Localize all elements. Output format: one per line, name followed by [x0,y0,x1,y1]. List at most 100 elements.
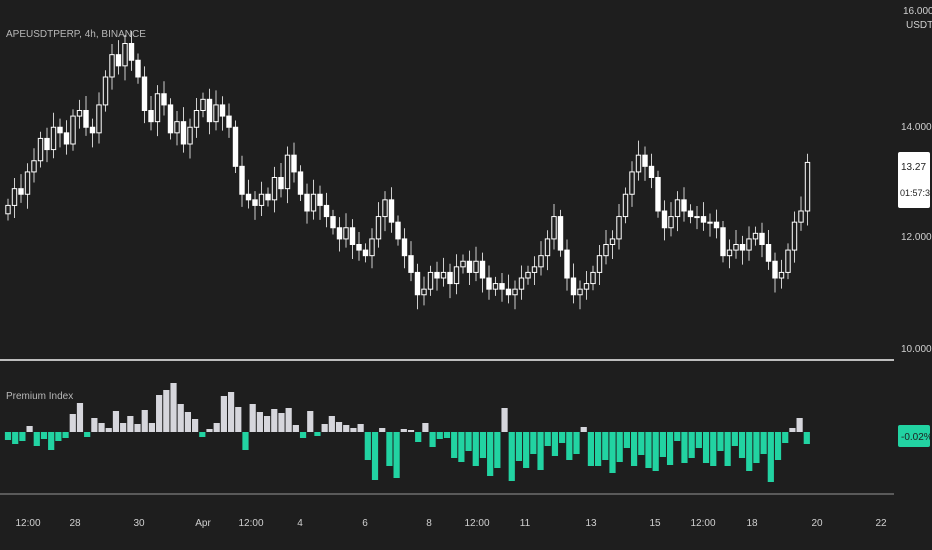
candle [323,204,330,218]
candle [310,193,317,212]
x-tick-label: 13 [585,518,597,529]
candle [174,121,180,134]
candle [551,216,557,240]
premium-bar [156,395,163,432]
premium-bar [357,424,364,432]
premium-bar [112,411,120,432]
x-tick-label: 12:00 [15,518,40,529]
candle [583,283,590,290]
premium-bar [271,409,278,432]
premium-bar [299,432,307,438]
candle [629,171,635,195]
premium-bar [400,429,407,432]
candle [804,161,811,212]
candle [479,260,486,279]
premium-bar [746,432,753,471]
premium-bar [220,396,227,432]
premium-bar [213,423,220,432]
x-tick-label: 18 [746,518,758,529]
candle [473,260,479,273]
countdown-label: 01:57:38 [900,188,932,198]
candle [96,104,102,134]
candle [76,110,83,117]
premium-bar [314,432,321,436]
candle [11,188,18,206]
candle [642,154,648,167]
premium-bar [717,432,724,451]
chart-title[interactable]: APEUSDTPERP, 4h, BINANCE [6,29,146,40]
candle [50,126,57,151]
premium-bar [285,408,292,432]
candle [746,238,752,251]
candle [252,199,258,206]
premium-bar [307,411,314,432]
premium-bar [559,432,566,443]
premium-bar [393,432,400,478]
time-axis[interactable]: 12:00 28 30 Apr 12:00 4 6 8 12:00 11 13 … [15,518,887,529]
candle [304,193,310,212]
premium-bar [523,432,530,468]
y-tick-label: 16.000 [903,6,932,17]
candle [577,288,583,296]
premium-bar [26,426,33,432]
premium-bar [652,432,659,471]
premium-bar [4,432,12,440]
candle [213,104,219,123]
x-tick-label: 20 [811,518,823,529]
y-tick-label: 14.000 [901,122,932,133]
premium-bar [350,428,357,432]
pane-separator[interactable] [0,359,894,361]
premium-bar [328,416,335,432]
y-tick-label: 12.000 [901,232,932,243]
candle [798,210,804,223]
candle [434,271,440,279]
candle [206,98,213,123]
premium-bar [148,423,156,432]
candle [648,165,655,178]
candle [661,210,668,229]
premium-bar [551,432,559,456]
premium-bar [796,418,803,432]
premium-bar [263,416,271,432]
candle [122,43,128,67]
premium-bar [616,432,623,462]
candle [245,193,252,201]
candle [635,154,642,173]
premium-bar [508,432,515,481]
premium-bar [472,432,479,466]
candle [271,177,278,201]
candle [18,188,24,195]
premium-bar [580,427,587,432]
premium-bar [638,432,645,455]
candle [89,126,96,134]
candle [336,227,343,240]
candle [733,244,739,251]
x-tick-label: 30 [133,518,145,529]
price-axis[interactable]: 16.000 USDT 14.000 12.000 10.000 13.27 0… [898,6,932,447]
premium-bar [192,419,199,432]
premium-bar [595,432,602,466]
x-tick-label: 4 [297,518,303,529]
premium-bar [371,432,379,480]
premium-bar [451,432,458,458]
premium-bar [674,432,681,441]
candle [421,288,427,296]
premium-bar [98,423,105,432]
candle [44,137,50,151]
premium-bar [681,432,688,463]
candle [538,255,544,268]
candle [154,93,161,123]
premium-bar [695,432,702,448]
premium-bar [40,432,48,439]
candle [596,255,603,273]
candle [278,177,284,190]
candle [687,210,694,218]
premium-bar [688,432,695,458]
candle [356,244,362,251]
indicator-title[interactable]: Premium Index [6,391,73,402]
premium-bar [415,432,422,442]
premium-bar [731,432,738,446]
candle [297,171,304,195]
premium-bar [170,383,177,432]
candle [616,216,622,240]
